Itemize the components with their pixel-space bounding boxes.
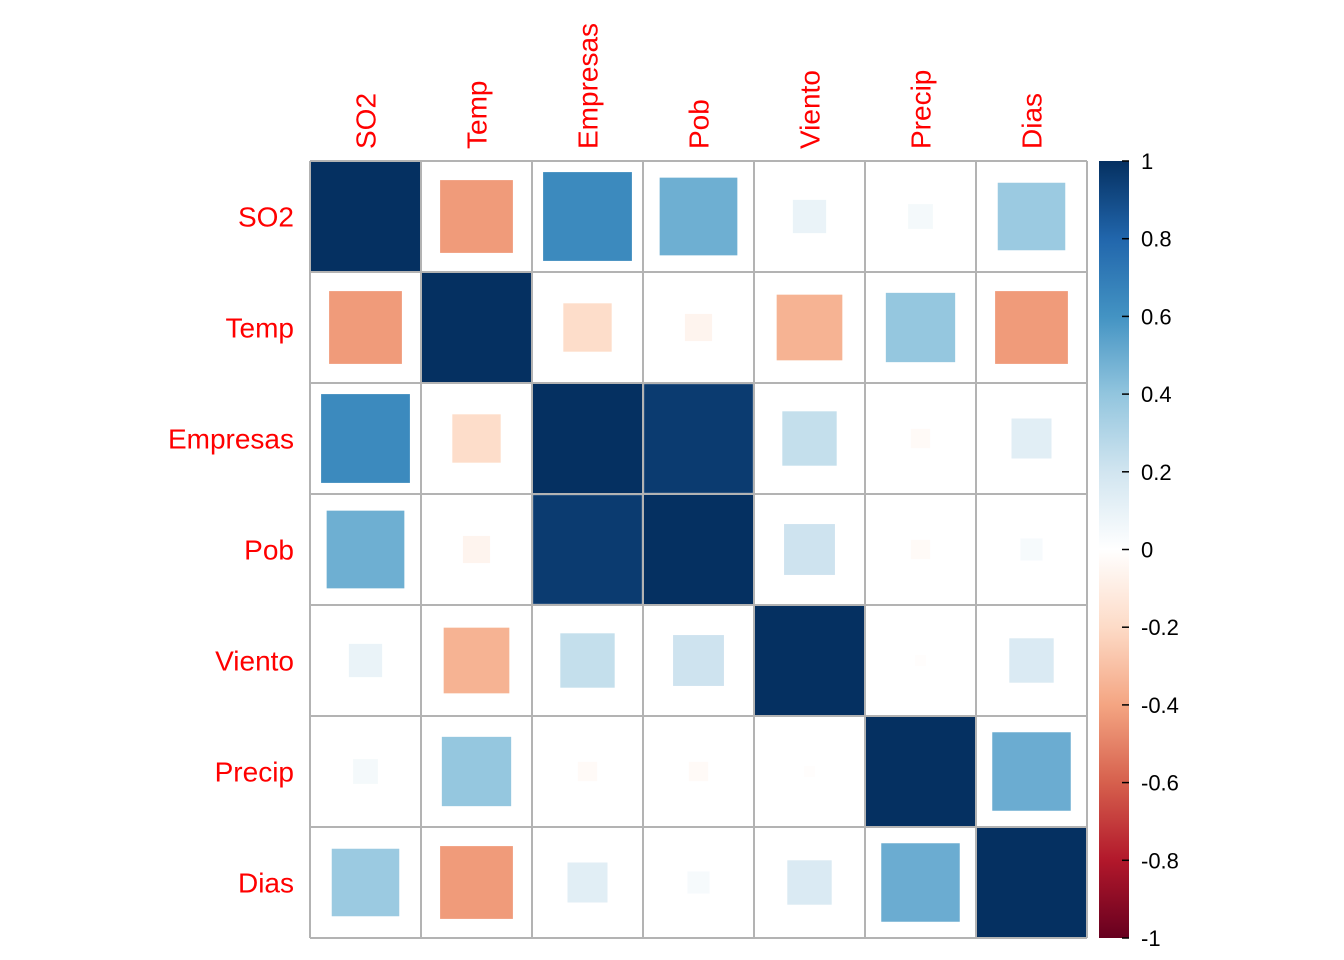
row-label-pob: Pob xyxy=(244,535,294,566)
color-legend-tick-label: 1 xyxy=(1141,149,1153,174)
cell-pob-empresas xyxy=(533,495,642,604)
cell-temp-pob xyxy=(684,313,713,342)
cell-pob-precip xyxy=(910,539,931,560)
column-labels: SO2 Temp Empresas Pob Viento Precip Dias xyxy=(351,23,1048,149)
row-label-precip: Precip xyxy=(215,757,294,788)
color-legend-tick-label: -0.2 xyxy=(1141,615,1179,640)
cell-dias-so2 xyxy=(331,848,400,917)
cell-temp-temp xyxy=(421,272,532,383)
cell-temp-dias xyxy=(995,291,1068,364)
column-label-empresas: Empresas xyxy=(573,23,604,149)
cell-precip-temp xyxy=(441,736,512,807)
color-legend-tick-label: 0.2 xyxy=(1141,460,1172,485)
cell-temp-viento xyxy=(776,294,843,361)
column-label-dias: Dias xyxy=(1017,93,1048,149)
column-label-precip: Precip xyxy=(906,70,937,149)
cell-so2-precip xyxy=(908,204,933,229)
cell-so2-temp xyxy=(440,180,513,253)
color-legend-tick-label: 0.8 xyxy=(1141,227,1172,252)
correlation-cells xyxy=(310,161,1087,938)
cell-so2-viento xyxy=(792,199,827,234)
cell-viento-viento xyxy=(754,605,865,716)
cell-dias-temp xyxy=(440,846,513,919)
cell-pob-temp xyxy=(462,535,491,564)
cell-temp-empresas xyxy=(563,303,612,352)
cell-precip-empresas xyxy=(577,761,598,782)
cell-pob-dias xyxy=(1020,538,1043,561)
cell-pob-pob xyxy=(643,494,754,605)
cell-dias-pob xyxy=(687,871,710,894)
column-label-viento: Viento xyxy=(795,70,826,149)
cell-dias-viento xyxy=(787,860,832,905)
cell-so2-so2 xyxy=(310,161,421,272)
row-label-temp: Temp xyxy=(226,313,294,344)
color-legend: 1 0.8 0.6 0.4 0.2 0 -0.2 -0.4 -0.6 -0.8 -1 xyxy=(1099,149,1179,951)
cell-temp-precip xyxy=(885,292,956,363)
cell-viento-temp xyxy=(443,627,510,694)
cell-viento-dias xyxy=(1009,638,1054,683)
cell-dias-precip xyxy=(881,843,960,922)
color-legend-tick-label: -0.4 xyxy=(1141,693,1179,718)
cell-viento-empresas xyxy=(560,633,615,688)
column-label-pob: Pob xyxy=(684,99,715,149)
cell-empresas-empresas xyxy=(532,383,643,494)
column-label-temp: Temp xyxy=(462,81,493,149)
row-label-viento: Viento xyxy=(215,646,294,677)
color-legend-tick-label: 0 xyxy=(1141,538,1153,563)
row-label-empresas: Empresas xyxy=(168,424,294,455)
cell-precip-dias xyxy=(992,732,1071,811)
cell-so2-empresas xyxy=(543,172,632,261)
row-label-so2: SO2 xyxy=(238,202,294,233)
cell-viento-pob xyxy=(673,635,724,686)
cell-pob-so2 xyxy=(326,510,405,589)
cell-precip-so2 xyxy=(353,759,378,784)
cell-precip-viento xyxy=(803,765,816,778)
color-legend-tick-label: -1 xyxy=(1141,926,1161,951)
column-label-so2: SO2 xyxy=(351,93,382,149)
matrix-grid xyxy=(309,160,1088,939)
row-label-dias: Dias xyxy=(238,868,294,899)
cell-temp-so2 xyxy=(329,291,402,364)
row-labels: SO2 Temp Empresas Pob Viento Precip Dias xyxy=(168,202,294,899)
cell-pob-viento xyxy=(784,524,835,575)
color-legend-ticks: 1 0.8 0.6 0.4 0.2 0 -0.2 -0.4 -0.6 -0.8 -1 xyxy=(1122,149,1179,951)
cell-empresas-viento xyxy=(782,411,837,466)
cell-dias-empresas xyxy=(567,862,608,903)
cell-dias-dias xyxy=(976,827,1087,938)
cell-empresas-precip xyxy=(910,428,931,449)
cell-empresas-temp xyxy=(452,414,501,463)
cell-empresas-so2 xyxy=(321,394,410,483)
cell-viento-precip xyxy=(914,654,927,667)
cell-precip-precip xyxy=(865,716,976,827)
color-legend-tick-label: 0.6 xyxy=(1141,304,1172,329)
cell-so2-dias xyxy=(997,182,1066,251)
cell-empresas-pob xyxy=(644,384,753,493)
color-legend-tick-label: 0.4 xyxy=(1141,382,1172,407)
cell-empresas-dias xyxy=(1011,418,1052,459)
cell-so2-pob xyxy=(659,177,738,256)
color-legend-tick-label: -0.6 xyxy=(1141,771,1179,796)
color-legend-tick-label: -0.8 xyxy=(1141,848,1179,873)
cell-precip-pob xyxy=(688,761,709,782)
cell-viento-so2 xyxy=(348,643,383,678)
